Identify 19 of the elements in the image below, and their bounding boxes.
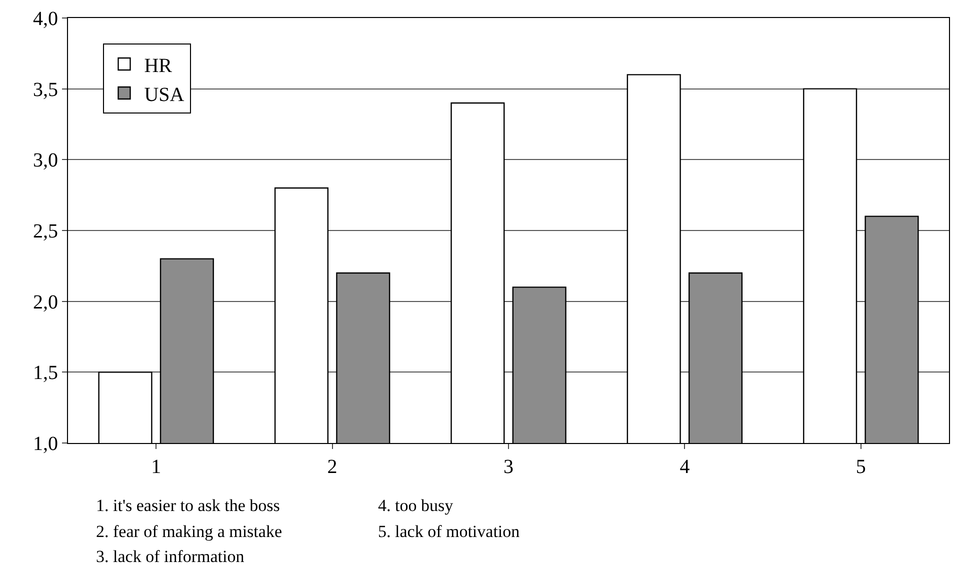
text: 3. lack of information [96, 547, 245, 566]
legend-label: USA [144, 84, 185, 106]
y-tick-label: 2,0 [33, 291, 58, 314]
x-tick-label: 1 [151, 456, 162, 478]
text: 5. lack of motivation [378, 522, 520, 541]
text: 2. fear of making a mistake [96, 522, 282, 541]
x-tick-label: 3 [504, 456, 514, 478]
y-tick-label: 4,0 [33, 8, 58, 30]
x-tick-label: 4 [680, 456, 690, 478]
y-tick-label: 2,5 [33, 220, 58, 242]
text: 4. too busy [378, 496, 454, 515]
y-tick-label: 1,5 [33, 362, 58, 384]
x-tick-label: 2 [327, 456, 338, 478]
legend-label: HR [144, 54, 173, 77]
y-tick-label: 1,0 [33, 433, 58, 455]
x-tick-label: 5 [856, 456, 866, 478]
y-tick-label: 3,0 [33, 150, 58, 172]
text: 1. it's easier to ask the boss [96, 496, 280, 515]
y-tick-label: 3,5 [33, 78, 58, 101]
